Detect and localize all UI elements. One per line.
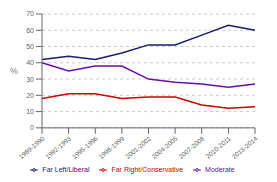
svg-text:70: 70: [26, 10, 34, 17]
svg-text:10: 10: [26, 108, 34, 115]
svg-text:2013-2014: 2013-2014: [230, 135, 259, 161]
svg-text:0: 0: [30, 124, 34, 131]
svg-text:%: %: [10, 66, 18, 76]
svg-text:2007-2008: 2007-2008: [177, 135, 206, 161]
svg-text:1998-1999: 1998-1999: [97, 135, 126, 161]
svg-text:1989-1990: 1989-1990: [17, 135, 46, 161]
svg-text:30: 30: [26, 76, 34, 83]
svg-text:20: 20: [26, 92, 34, 99]
svg-text:2010-2011: 2010-2011: [204, 135, 232, 160]
svg-text:60: 60: [26, 27, 34, 34]
svg-text:1992-1993: 1992-1993: [44, 135, 73, 161]
svg-text:40: 40: [26, 59, 34, 66]
svg-text:2001-2002: 2001-2002: [124, 135, 153, 161]
svg-text:2004-2005: 2004-2005: [150, 135, 179, 161]
html-text:Far Right/Conservative: Far Right/Conservative: [111, 165, 183, 173]
svg-text:1995-1996: 1995-1996: [71, 135, 100, 161]
html-text:Moderate: Moderate: [205, 165, 235, 173]
html-text:Far Left/Liberal: Far Left/Liberal: [42, 165, 90, 173]
svg-text:50: 50: [26, 43, 34, 50]
